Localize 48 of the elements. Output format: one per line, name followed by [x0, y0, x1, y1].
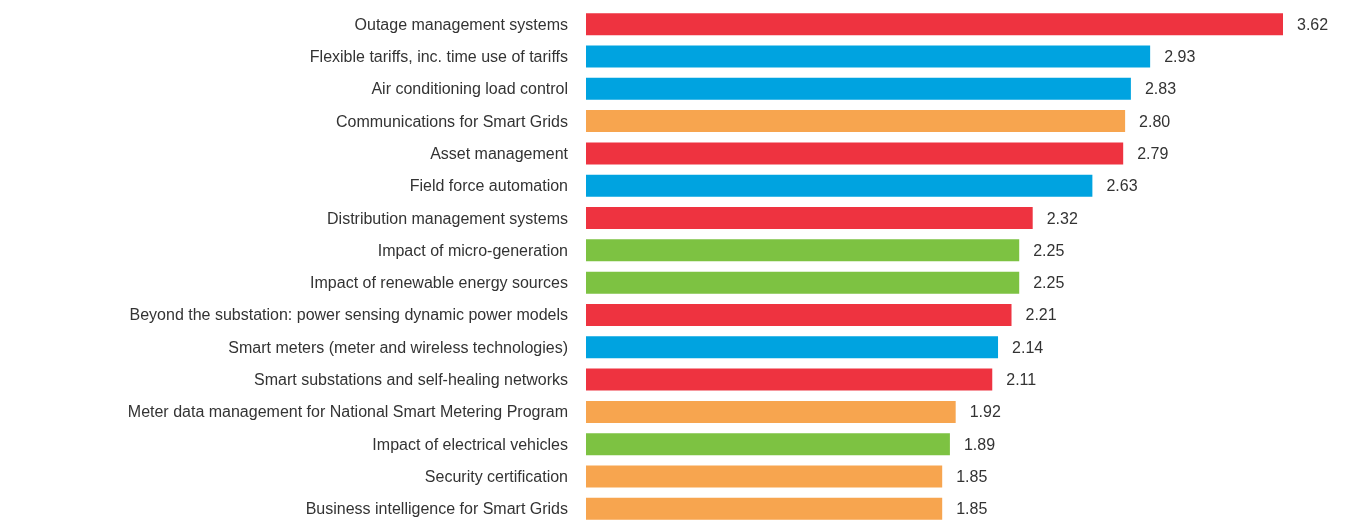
y-tick-label: Meter data management for National Smart Metering Program [127, 403, 568, 421]
bar [586, 239, 1020, 262]
y-tick-label: Beyond the substation: power sensing dynamic power models [129, 306, 568, 324]
data-label: 1.92 [969, 403, 1001, 421]
data-label: 2.63 [1106, 177, 1138, 195]
data-label: 2.25 [1033, 274, 1065, 292]
data-label: 2.79 [1137, 144, 1169, 162]
y-tick-label: Distribution management systems [327, 209, 568, 227]
bar [586, 45, 1151, 68]
data-label: 2.93 [1164, 47, 1196, 65]
data-label: 2.25 [1033, 241, 1065, 259]
bar [586, 110, 1126, 133]
data-label: 2.21 [1025, 306, 1057, 324]
y-tick-label: Impact of micro-generation [377, 241, 568, 259]
data-label: 1.85 [956, 468, 988, 486]
y-tick-label: Smart substations and self-healing networks [254, 371, 568, 389]
bar [586, 400, 956, 423]
y-tick-label: Security certification [424, 468, 568, 486]
y-tick-label: Impact of renewable energy sources [310, 274, 568, 292]
bar [586, 142, 1124, 165]
bar [586, 13, 1283, 36]
y-tick-label: Field force automation [409, 177, 568, 195]
y-tick-label: Business intelligence for Smart Grids [305, 500, 568, 518]
data-label: 3.62 [1297, 15, 1329, 33]
bar [586, 465, 943, 488]
bar [586, 433, 950, 456]
data-label: 2.14 [1012, 338, 1044, 356]
data-label: 2.32 [1046, 209, 1078, 227]
bar [586, 303, 1012, 326]
bar [586, 336, 999, 359]
bar [586, 207, 1033, 230]
y-tick-label: Outage management systems [354, 15, 568, 33]
bar [586, 368, 993, 391]
bar [586, 174, 1093, 197]
bar [586, 77, 1131, 100]
data-label: 2.11 [1006, 371, 1037, 389]
y-tick-label: Air conditioning load control [371, 80, 568, 98]
y-tick-label: Impact of electrical vehicles [372, 435, 568, 453]
bar [586, 271, 1020, 294]
bar [586, 497, 943, 520]
data-label: 1.85 [956, 500, 988, 518]
y-tick-label: Communications for Smart Grids [335, 112, 568, 130]
data-label: 2.80 [1139, 112, 1171, 130]
y-tick-label: Asset management [430, 144, 569, 162]
data-label: 2.83 [1144, 80, 1177, 98]
data-label: 1.89 [963, 435, 996, 453]
y-tick-label: Flexible tariffs, inc. time use of tariffs [309, 47, 568, 65]
y-tick-label: Smart meters (meter and wireless technologies) [228, 338, 568, 356]
